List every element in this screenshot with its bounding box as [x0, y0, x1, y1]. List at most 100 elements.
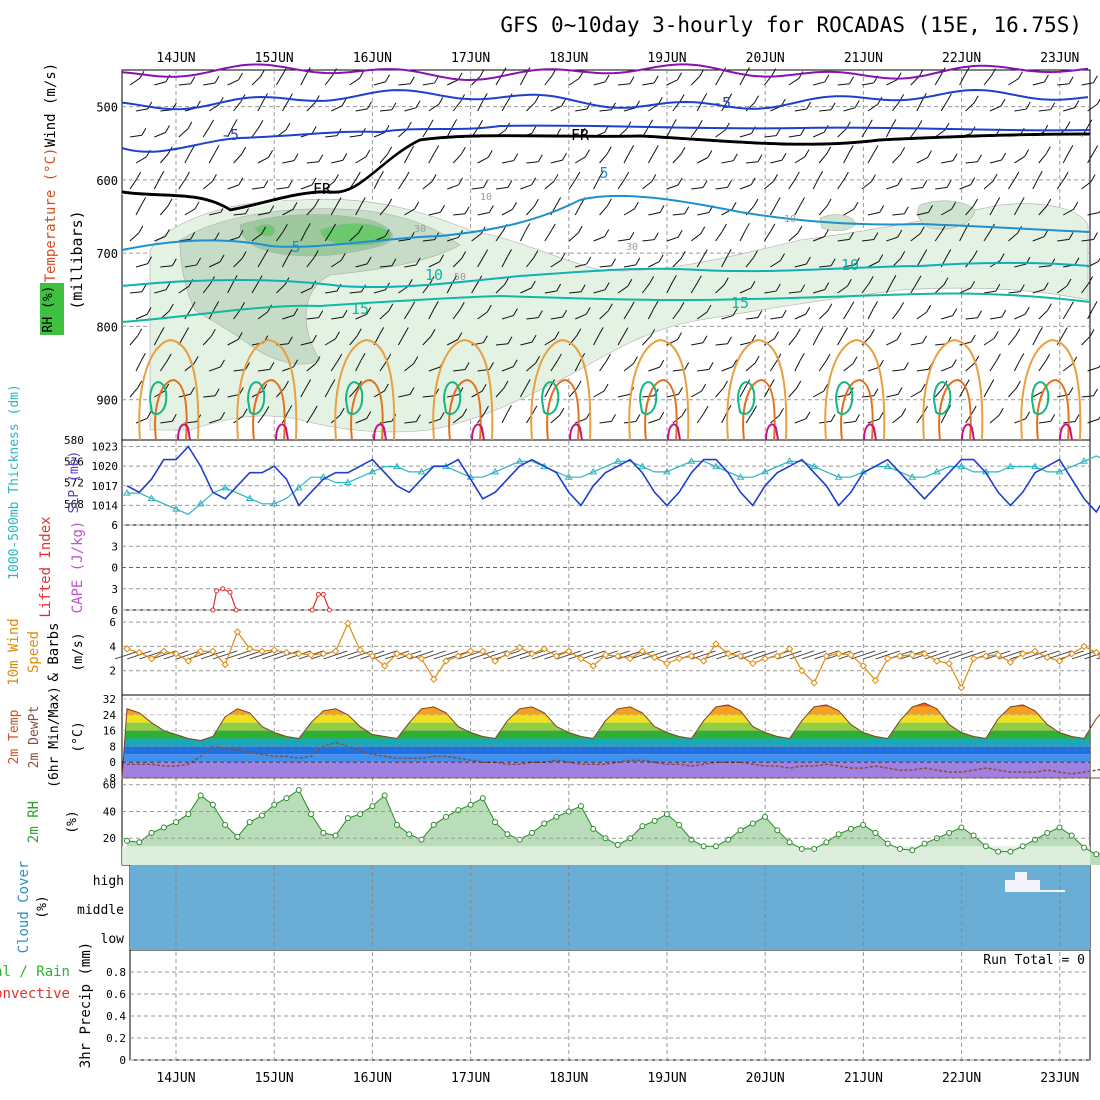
- wind-barb-flag: [684, 362, 690, 370]
- wind-barb-flag: [553, 174, 559, 182]
- wind-barb: [349, 387, 358, 398]
- wind-barb: [794, 418, 807, 424]
- wind-barb-10m: [654, 650, 680, 660]
- wind-barb-flag: [464, 362, 470, 370]
- contour-20: [628, 338, 690, 441]
- wind-barb: [330, 204, 338, 216]
- wind-barb-flag: [532, 405, 538, 414]
- wind-barb-flag: [512, 359, 518, 367]
- wind-barb-flag: [576, 328, 582, 336]
- wind-barb: [397, 178, 406, 190]
- rh-point: [1093, 851, 1100, 858]
- wind-barb-flag: [260, 69, 266, 77]
- wind-barb: [1056, 334, 1064, 346]
- wind-barb: [1056, 285, 1068, 294]
- wind-barb: [227, 282, 234, 294]
- wind-barb: [648, 103, 659, 112]
- contour-teal-loop: [442, 381, 462, 415]
- wind-speed-point: [356, 646, 364, 654]
- wind-barb-flag: [282, 223, 288, 232]
- wind-barb: [1014, 108, 1027, 112]
- wind-barb: [965, 362, 975, 372]
- wind-barb: [251, 76, 261, 86]
- wind-barb: [501, 208, 513, 216]
- wind-barb: [1032, 334, 1039, 346]
- wind-barb: [471, 282, 479, 294]
- wind-barb-10m: [924, 650, 949, 660]
- wind-barb-10m: [433, 650, 459, 660]
- wind-barb: [696, 412, 705, 424]
- wind-barb: [1013, 204, 1021, 216]
- thickness-line-point: [932, 467, 941, 475]
- wind-barb: [1056, 178, 1065, 190]
- wind-barb: [550, 316, 563, 320]
- wind-barb: [965, 102, 975, 112]
- contour-label: 15: [731, 294, 749, 312]
- wind-barb: [593, 178, 600, 190]
- wind-barb-flag: [871, 174, 876, 182]
- wind-barb: [1008, 335, 1017, 346]
- wind-barb: [276, 284, 286, 294]
- wind-barb-flag: [1068, 387, 1074, 395]
- wind-barb-flag: [769, 379, 775, 387]
- wind-barb-flag: [900, 147, 906, 155]
- wind-barb: [227, 394, 240, 398]
- rh-area-base: [122, 846, 1090, 865]
- wind-speed-point: [307, 651, 315, 659]
- contour-teal-loop: [540, 381, 560, 415]
- wind-barb-flag: [214, 75, 220, 84]
- wind-barb-flag: [607, 303, 613, 312]
- wind-barb-flag: [452, 275, 458, 283]
- wind-barb-flag: [868, 276, 874, 284]
- wind-barb: [251, 186, 264, 190]
- wind-barb-flag: [391, 258, 397, 266]
- wind-barb-flag: [1074, 414, 1080, 422]
- contour-label: FR: [313, 180, 332, 198]
- date-label-top: 21JUN: [844, 51, 883, 66]
- wind-barb-flag: [360, 353, 366, 361]
- wind-barb: [1032, 236, 1045, 242]
- contour-teal-loop: [1030, 381, 1050, 415]
- wind-barb-flag: [843, 171, 849, 180]
- rh-point: [504, 831, 511, 838]
- wind-speed-point: [822, 652, 831, 660]
- wind-barb-flag: [603, 383, 609, 392]
- temp-band: [122, 722, 1090, 731]
- wind-barb-flag: [1074, 257, 1080, 265]
- cloud-cover-area: [130, 865, 1090, 950]
- wind-barb: [203, 395, 216, 398]
- wind-barb-flag: [331, 223, 337, 232]
- wind-barb: [739, 74, 747, 86]
- wind-barb: [526, 205, 535, 216]
- wind-barb-flag: [335, 331, 340, 340]
- wind-barb-flag: [702, 180, 708, 188]
- contour-freezing-inner: [121, 135, 1091, 213]
- wind-barb: [691, 187, 704, 190]
- wind-barb: [959, 74, 966, 86]
- wind-barb: [813, 236, 825, 242]
- wind-speed-point: [270, 646, 278, 654]
- wind-barb-flag: [391, 102, 397, 110]
- wind-barb: [1038, 153, 1047, 164]
- contour-minus10: [121, 63, 1089, 82]
- wind-barb: [306, 257, 315, 268]
- wind-barb-flag: [464, 206, 470, 215]
- wind-barb: [965, 161, 978, 164]
- wind-barb-flag: [141, 128, 147, 136]
- wind-barb-flag: [190, 76, 196, 84]
- wind-barb: [1062, 208, 1074, 216]
- wind-barb: [696, 256, 704, 268]
- rh-point: [737, 827, 744, 834]
- wind-barb-flag: [830, 258, 836, 267]
- wind-barb-10m: [949, 650, 974, 660]
- wind-barb-flag: [384, 229, 390, 237]
- wind-barb-flag: [263, 249, 269, 257]
- wind-barb-flag: [970, 334, 976, 343]
- label-barbs: & Barbs: [46, 622, 62, 681]
- wind-barb-flag: [457, 332, 463, 340]
- wind-barb: [1007, 178, 1016, 190]
- wind-barb: [135, 313, 148, 320]
- wind-barb: [257, 256, 265, 268]
- contour-label: -5: [713, 94, 731, 112]
- rh-point: [995, 848, 1002, 855]
